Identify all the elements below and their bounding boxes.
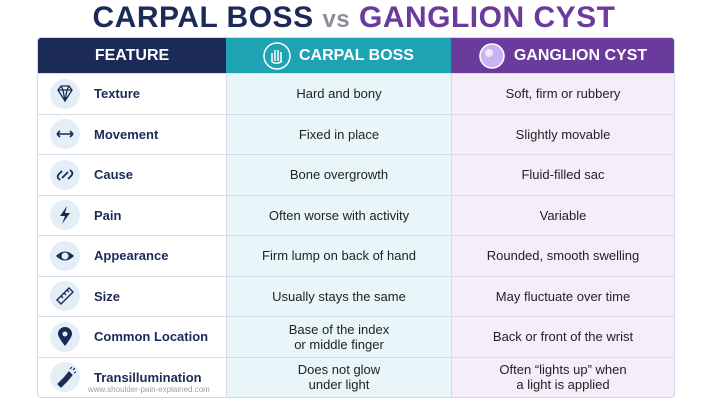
row-icon bbox=[50, 281, 80, 312]
cell-text: Variable bbox=[539, 207, 587, 223]
table-cell: Usually stays the same bbox=[226, 276, 451, 316]
feature-label: Movement bbox=[94, 126, 159, 142]
feature-label: Common Location bbox=[94, 329, 209, 345]
feature-label: Pain bbox=[94, 207, 122, 223]
table-cell: Rounded, smooth swelling bbox=[451, 236, 674, 276]
feature-label: Transillumination bbox=[94, 369, 202, 385]
table-row: Appearance Firm lump on back of hand Round… bbox=[38, 235, 674, 276]
cell-text: Fixed in place bbox=[298, 126, 380, 142]
cell-text: Rounded, smooth swelling bbox=[486, 248, 640, 264]
table-row: Pain Often worse with activity Variable bbox=[38, 194, 674, 235]
title-vs: vs bbox=[322, 6, 351, 33]
table-row: Movement Fixed in place Slightly movable bbox=[38, 113, 674, 154]
cyst-icon bbox=[479, 42, 505, 69]
header-cell: FEATURE bbox=[38, 38, 226, 73]
row-icon bbox=[50, 240, 80, 271]
table-cell: Pain bbox=[38, 195, 226, 235]
header-cell: GANGLION CYST bbox=[451, 38, 674, 73]
table-cell: Texture bbox=[38, 74, 226, 114]
row-icon bbox=[50, 321, 80, 352]
feature-label: Cause bbox=[94, 167, 134, 183]
header-row: FEATURE CARPAL BOSS GANGLION CYST bbox=[38, 38, 674, 73]
table-row: Texture Hard and bony Soft, firm or rubber… bbox=[38, 73, 674, 114]
feature-label: Size bbox=[94, 288, 121, 304]
feature-label: Appearance bbox=[94, 248, 169, 264]
cell-text: Often worse with activity bbox=[268, 207, 410, 223]
header-cell: CARPAL BOSS bbox=[226, 38, 451, 73]
table-cell: Slightly movable bbox=[451, 114, 674, 154]
header-text: CARPAL BOSS bbox=[299, 47, 414, 64]
title: CARPAL BOSS vs GANGLION CYST bbox=[0, 0, 708, 36]
header-text: GANGLION CYST bbox=[513, 47, 648, 64]
cell-text: May fluctuate over time bbox=[495, 288, 631, 304]
cell-text: Often “lights up” when a light is applie… bbox=[499, 362, 627, 393]
table-cell: Firm lump on back of hand bbox=[226, 236, 451, 276]
table-cell: Back or front of the wrist bbox=[451, 317, 674, 357]
table-row: Transillumination Does not glow under lig… bbox=[38, 356, 674, 397]
cell-text: Back or front of the wrist bbox=[492, 329, 634, 345]
table-cell: Fluid-filled sac bbox=[451, 155, 674, 195]
header-text: FEATURE bbox=[94, 47, 170, 64]
table-cell: Size bbox=[38, 276, 226, 316]
table-row: Size Usually stays the same May fluctuate … bbox=[38, 275, 674, 316]
table-cell: May fluctuate over time bbox=[451, 276, 674, 316]
table-cell: Hard and bony bbox=[226, 74, 451, 114]
title-right: GANGLION CYST bbox=[358, 1, 616, 34]
table-cell: Fixed in place bbox=[226, 114, 451, 154]
cell-text: Usually stays the same bbox=[272, 288, 406, 304]
watermark: www.shoulder-pain-explained.com bbox=[88, 385, 210, 394]
cell-text: Bone overgrowth bbox=[289, 167, 389, 183]
cell-text: Soft, firm or rubbery bbox=[505, 86, 621, 102]
cell-text: Base of the index or middle finger bbox=[288, 321, 390, 352]
table-cell: Appearance bbox=[38, 236, 226, 276]
cell-text: Hard and bony bbox=[296, 86, 382, 102]
cell-text: Firm lump on back of hand bbox=[262, 248, 416, 264]
row-icon bbox=[50, 362, 80, 393]
hand-icon bbox=[263, 41, 291, 70]
table-cell: Variable bbox=[451, 195, 674, 235]
table-cell: Bone overgrowth bbox=[226, 155, 451, 195]
table-row: Common Location Base of the index or midd… bbox=[38, 316, 674, 357]
cell-text: Slightly movable bbox=[515, 126, 611, 142]
row-icon bbox=[50, 159, 80, 190]
row-icon bbox=[50, 200, 80, 231]
table-cell: Movement bbox=[38, 114, 226, 154]
row-icon bbox=[50, 78, 80, 109]
table-cell: Soft, firm or rubbery bbox=[451, 74, 674, 114]
table-cell: Often “lights up” when a light is applie… bbox=[451, 357, 674, 397]
table-cell: Cause bbox=[38, 155, 226, 195]
table-cell: Common Location bbox=[38, 317, 226, 357]
table-row: Cause Bone overgrowth Fluid-filled sac bbox=[38, 154, 674, 195]
title-left: CARPAL BOSS bbox=[92, 1, 314, 34]
comparison-table: FEATURE CARPAL BOSS GANGLION CYST Textur… bbox=[37, 37, 675, 398]
table-cell: Often worse with activity bbox=[226, 195, 451, 235]
cell-text: Does not glow under light bbox=[297, 362, 381, 393]
table-cell: Does not glow under light bbox=[226, 357, 451, 397]
row-icon bbox=[50, 119, 80, 150]
feature-label: Texture bbox=[94, 86, 140, 102]
cell-text: Fluid-filled sac bbox=[521, 167, 605, 183]
table-cell: Transillumination bbox=[38, 357, 226, 397]
table-cell: Base of the index or middle finger bbox=[226, 317, 451, 357]
